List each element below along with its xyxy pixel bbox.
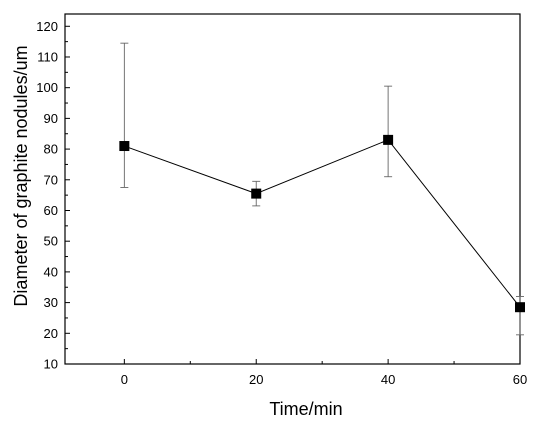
x-tick-label: 0 xyxy=(121,372,128,387)
y-axis-label: Diameter of graphite nodules/um xyxy=(11,45,31,306)
marker-layer xyxy=(119,134,525,313)
y-tick-label: 50 xyxy=(44,234,58,249)
data-point-marker xyxy=(251,188,262,199)
y-tick-label: 60 xyxy=(44,203,58,218)
y-tick-label: 70 xyxy=(44,172,58,187)
error-bar-layer xyxy=(120,42,524,336)
y-tick-label: 100 xyxy=(36,80,58,95)
x-tick-label: 60 xyxy=(513,372,527,387)
series-line xyxy=(124,139,521,308)
series-line-layer xyxy=(124,139,521,308)
x-tick-label: 20 xyxy=(249,372,263,387)
x-tick-label: 40 xyxy=(381,372,395,387)
y-tick-label: 90 xyxy=(44,111,58,126)
data-point-marker xyxy=(515,302,525,313)
axes-layer: 10 20 30 40 50 60 70 80 90 100 110 120 0 20 40 60 xyxy=(36,13,527,387)
y-tick-label: 120 xyxy=(36,19,58,34)
x-axis-label: Time/min xyxy=(269,399,342,419)
y-tick-label: 30 xyxy=(44,295,58,310)
plot-frame xyxy=(64,13,521,365)
y-tick-label: 10 xyxy=(44,357,58,372)
label-layer: Time/min Diameter of graphite nodules/um xyxy=(11,45,343,419)
data-point-marker xyxy=(383,134,394,145)
y-tick-label: 80 xyxy=(44,142,58,157)
data-point-marker xyxy=(119,141,130,152)
y-tick-label: 40 xyxy=(44,264,58,279)
y-tick-label: 110 xyxy=(37,49,58,64)
y-tick-label: 20 xyxy=(44,326,58,341)
